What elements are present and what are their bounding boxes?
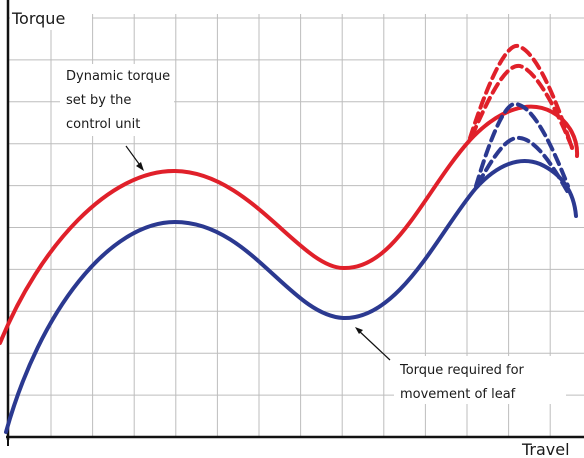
dynamic-torque-peak-mid xyxy=(470,63,576,154)
dynamic-torque-label-line-2: set by the xyxy=(66,93,131,108)
dynamic-torque-label-line-1: Dynamic torque xyxy=(66,69,170,84)
required-torque-pointer-arrowhead xyxy=(355,327,363,334)
required-torque-peak-mid xyxy=(476,135,572,198)
required-torque-peak-high xyxy=(474,102,570,188)
dynamic-torque-label-line-3: control unit xyxy=(66,117,140,132)
required-torque-label-line-2: movement of leaf xyxy=(400,387,516,402)
x-axis-title: Travel xyxy=(521,440,570,458)
required-torque-label-line-1: Torque required for xyxy=(399,363,525,378)
x-axis-title-background xyxy=(514,438,584,458)
required-torque-label-background xyxy=(394,356,566,404)
y-axis-title-background xyxy=(10,6,92,30)
dynamic-torque-label-background xyxy=(60,64,174,136)
dynamic-torque-peak-high xyxy=(468,43,574,150)
required-torque-pointer xyxy=(357,329,391,361)
dynamic-torque-curves xyxy=(0,43,580,345)
required-torque-curve xyxy=(4,159,578,434)
required-torque-curves xyxy=(4,102,578,434)
dynamic-torque-curve xyxy=(0,104,580,345)
y-axis-title: Torque xyxy=(11,9,65,28)
dynamic-torque-pointer-arrowhead xyxy=(136,162,144,171)
